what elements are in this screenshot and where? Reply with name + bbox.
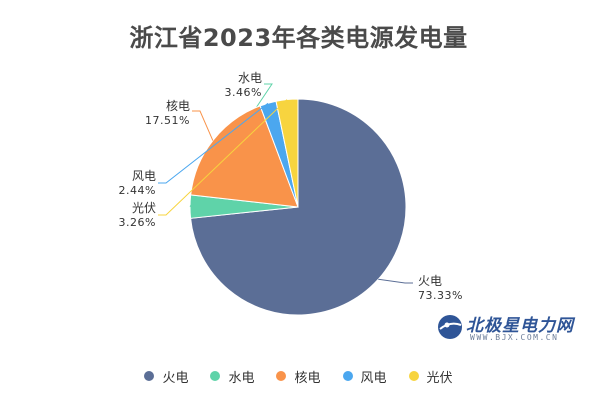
legend-marker xyxy=(342,371,353,381)
slice-label-name-4: 光伏 xyxy=(132,201,156,215)
legend-marker xyxy=(408,371,419,381)
watermark-logo: 北极星电力网 WWW.BJX.COM.CN xyxy=(436,311,586,351)
pie-slice-2[interactable] xyxy=(190,105,299,208)
legend-label: 火电 xyxy=(162,370,189,386)
slice-label-percent-4: 3.26% xyxy=(119,216,156,229)
slice-label-name-0: 火电 xyxy=(418,274,442,288)
slice-label-percent-3: 2.44% xyxy=(119,184,156,197)
watermark-name: 北极星电力网 xyxy=(466,316,574,336)
slice-label-percent-2: 17.51% xyxy=(145,114,190,127)
leader-line-3 xyxy=(158,102,269,184)
legend-marker xyxy=(276,371,287,381)
legend-label: 核电 xyxy=(294,370,321,386)
slice-label-name-1: 水电 xyxy=(238,71,262,85)
slice-label-name-2: 核电 xyxy=(166,99,190,113)
legend-item-1[interactable]: 水电 xyxy=(210,367,254,386)
globe-logo-icon xyxy=(438,315,462,339)
chart-title: 浙江省2023年各类电源发电量 xyxy=(129,24,468,52)
legend-item-2[interactable]: 核电 xyxy=(276,367,321,386)
legend-label: 水电 xyxy=(228,370,255,386)
chart-legend: 火电 水电 核电 风电 光伏 xyxy=(0,366,597,386)
slice-label-name-3: 风电 xyxy=(132,169,156,183)
leader-line-4 xyxy=(158,99,288,216)
leader-line-2 xyxy=(192,110,214,141)
legend-marker xyxy=(210,371,221,381)
leader-line-0 xyxy=(378,278,413,284)
legend-item-0[interactable]: 火电 xyxy=(144,367,188,386)
slice-label-percent-1: 3.46% xyxy=(225,86,262,99)
pie-slice-4[interactable] xyxy=(275,98,299,208)
legend-item-3[interactable]: 风电 xyxy=(342,367,387,386)
slice-label-percent-0: 73.33% xyxy=(418,289,463,302)
legend-item-4[interactable]: 光伏 xyxy=(408,367,453,386)
legend-marker xyxy=(144,371,155,381)
legend-label: 风电 xyxy=(360,370,387,386)
watermark-url: WWW.BJX.COM.CN xyxy=(470,333,559,342)
legend-label: 光伏 xyxy=(426,370,453,386)
